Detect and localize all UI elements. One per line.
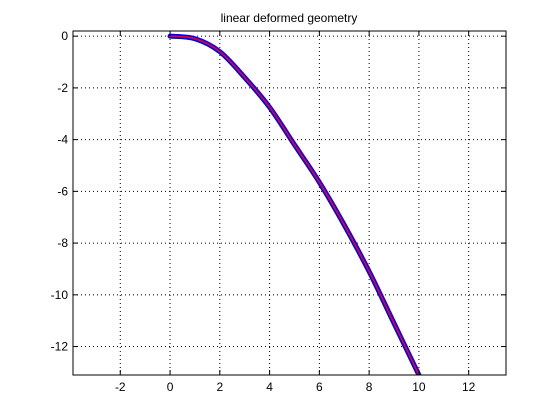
y-tick-label: 0 [61, 29, 68, 43]
grid-lines [73, 31, 506, 375]
x-tick-label: 10 [412, 380, 426, 394]
series-line-1 [169, 35, 420, 375]
x-tick-label: 6 [316, 380, 323, 394]
x-tick-label: 12 [462, 380, 476, 394]
x-tick-label: -2 [115, 380, 126, 394]
y-tick-label: -10 [51, 288, 69, 302]
x-tick-label: 2 [216, 380, 223, 394]
x-tick-label: 0 [167, 380, 174, 394]
y-tick-label: -4 [57, 133, 68, 147]
plot-frame [72, 30, 507, 376]
y-axis: 0 -2 -4 -6 -8 -10 -12 [51, 29, 506, 354]
x-axis: -2 0 2 4 6 8 10 12 [115, 31, 476, 394]
y-tick-label: -8 [57, 236, 68, 250]
x-tick-label: 4 [266, 380, 273, 394]
series-layer [167, 33, 422, 375]
y-tick-label: -12 [51, 340, 69, 354]
chart-title: linear deformed geometry [221, 11, 358, 25]
y-tick-label: -6 [57, 184, 68, 198]
x-tick-label: 8 [366, 380, 373, 394]
plot-area [73, 31, 506, 375]
y-tick-label: -2 [57, 81, 68, 95]
